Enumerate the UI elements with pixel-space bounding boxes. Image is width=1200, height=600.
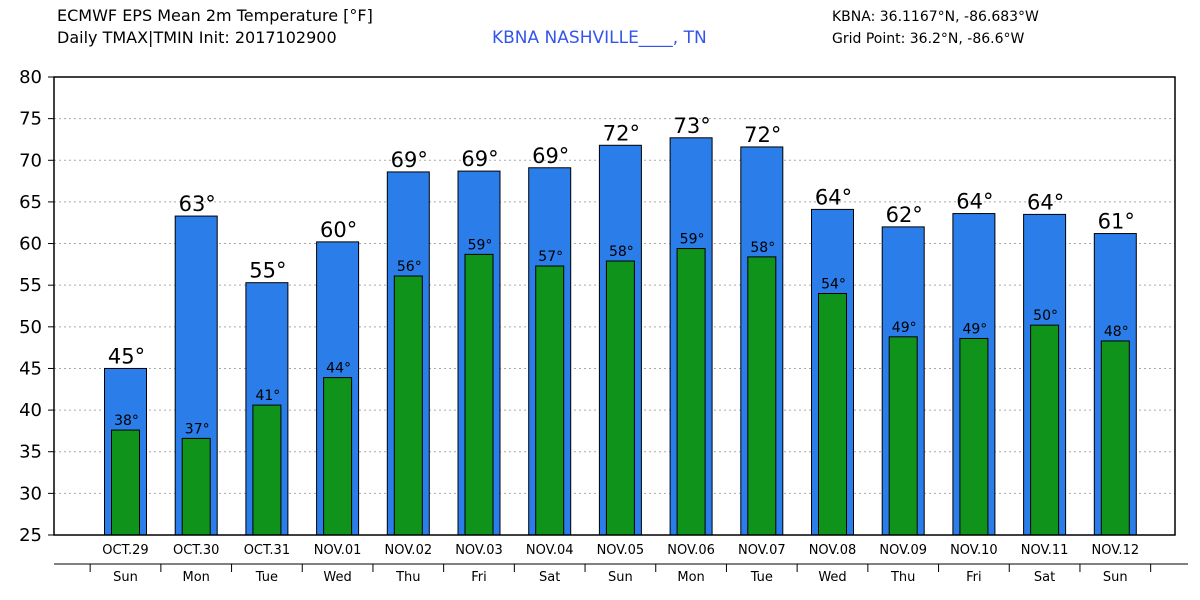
x-tick-label: OCT.29 — [102, 543, 148, 558]
tmax-label: 64° — [956, 190, 993, 214]
tmin-bar — [1100, 340, 1130, 536]
weekday-label: Mon — [182, 570, 209, 585]
weekday-label: Fri — [471, 570, 487, 585]
tmax-label: 63° — [179, 192, 216, 216]
x-tick-label: NOV.07 — [738, 543, 786, 558]
weekday-label: Sun — [113, 570, 138, 585]
y-tick-label: 45 — [19, 358, 42, 379]
tmin-label: 50° — [1033, 308, 1058, 324]
weekday-label: Sat — [539, 570, 560, 585]
weekday-label: Thu — [395, 570, 420, 585]
tmax-label: 61° — [1098, 210, 1135, 234]
tmin-label: 56° — [397, 259, 422, 275]
tmin-label: 58° — [609, 244, 634, 260]
x-tick-label: NOV.09 — [879, 543, 927, 558]
weekday-label: Tue — [255, 570, 278, 585]
tmax-label: 62° — [886, 203, 923, 227]
tmin-bar — [252, 404, 282, 536]
y-tick-label: 65 — [19, 192, 42, 213]
weekday-label: Mon — [677, 570, 704, 585]
weekday-label: Sun — [608, 570, 633, 585]
tmin-label: 54° — [821, 277, 846, 293]
tmin-label: 57° — [538, 249, 563, 265]
x-tick-label: NOV.02 — [384, 543, 432, 558]
chart-title: ECMWF EPS Mean 2m Temperature [°F] — [57, 6, 373, 25]
weekday-label: Thu — [890, 570, 915, 585]
tmax-label: 64° — [815, 185, 852, 209]
tmin-bar — [181, 437, 211, 536]
tmax-label: 64° — [1027, 190, 1064, 214]
x-tick-label: NOV.12 — [1091, 543, 1139, 558]
x-tick-label: OCT.30 — [173, 543, 219, 558]
tmin-label: 49° — [892, 320, 917, 336]
y-tick-label: 30 — [19, 483, 42, 504]
x-tick-label: NOV.03 — [455, 543, 503, 558]
tmin-bar — [1030, 324, 1060, 536]
x-tick-label: NOV.01 — [314, 543, 362, 558]
tmin-bar — [464, 253, 494, 536]
tmin-bar — [605, 260, 635, 536]
y-tick-label: 35 — [19, 442, 42, 463]
weekday-label: Wed — [818, 570, 846, 585]
weekday-label: Wed — [323, 570, 351, 585]
tmin-label: 58° — [750, 240, 775, 256]
x-tick-label: NOV.08 — [809, 543, 857, 558]
weekday-label: Sat — [1034, 570, 1055, 585]
tmin-label: 38° — [114, 413, 139, 429]
tmin-bar — [535, 265, 565, 536]
y-tick-label: 55 — [19, 275, 42, 296]
y-tick-label: 60 — [19, 234, 42, 255]
tmax-label: 72° — [603, 121, 640, 145]
grid-point-coordinates: Grid Point: 36.2°N, -86.6°W — [832, 31, 1025, 47]
tmin-bar — [818, 293, 847, 536]
tmax-label: 45° — [108, 344, 145, 368]
y-tick-label: 75 — [19, 109, 42, 130]
y-tick-label: 25 — [19, 525, 42, 546]
station-name: KBNA NASHVILLE____, TN — [492, 28, 707, 48]
x-tick-label: NOV.10 — [950, 543, 998, 558]
tmin-bar — [747, 256, 777, 536]
tmin-bar — [888, 336, 918, 536]
tmin-bar — [323, 377, 353, 536]
tmin-label: 44° — [326, 361, 351, 377]
tmin-label: 59° — [468, 237, 493, 253]
tmax-label: 55° — [249, 259, 286, 283]
tmin-bar — [111, 429, 140, 536]
tmin-label: 49° — [962, 321, 987, 337]
tmin-label: 37° — [185, 421, 210, 437]
tmax-label: 69° — [391, 148, 428, 172]
weekday-label: Sun — [1103, 570, 1128, 585]
tmax-label: 60° — [320, 218, 357, 242]
tmin-bar — [393, 275, 423, 536]
y-tick-label: 80 — [19, 67, 42, 88]
tmin-bar — [676, 248, 706, 536]
y-tick-label: 50 — [19, 317, 42, 338]
plot-frame — [53, 76, 1176, 536]
y-tick-label: 40 — [19, 400, 42, 421]
tmin-label: 41° — [255, 388, 280, 404]
y-tick-label: 70 — [19, 150, 42, 171]
x-tick-label: NOV.04 — [526, 543, 574, 558]
x-tick-label: OCT.31 — [244, 543, 290, 558]
weekday-label: Fri — [966, 570, 982, 585]
tmax-label: 69° — [532, 144, 569, 168]
weekday-label: Tue — [750, 570, 773, 585]
tmin-label: 59° — [680, 232, 705, 248]
tmax-label: 73° — [673, 114, 710, 138]
x-tick-label: NOV.06 — [667, 543, 715, 558]
x-tick-label: NOV.05 — [597, 543, 645, 558]
station-coordinates: KBNA: 36.1167°N, -86.683°W — [832, 9, 1039, 25]
tmin-label: 48° — [1104, 324, 1129, 340]
tmax-label: 72° — [744, 123, 781, 147]
chart-subtitle: Daily TMAX|TMIN Init: 2017102900 — [57, 28, 337, 47]
tmax-label: 69° — [461, 147, 498, 171]
tmin-bar — [959, 337, 989, 536]
x-tick-label: NOV.11 — [1021, 543, 1069, 558]
